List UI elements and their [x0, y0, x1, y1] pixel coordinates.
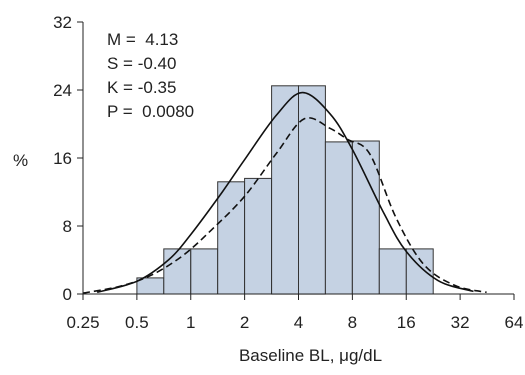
y-tick-label: 32 [53, 13, 72, 32]
y-tick-label: 16 [53, 149, 72, 168]
y-tick-label: 0 [63, 285, 72, 304]
x-tick-label: 0.5 [125, 313, 149, 332]
histogram-bar-8 [351, 140, 380, 295]
normal-density-curve [96, 91, 474, 294]
y-tick-label: 24 [53, 81, 72, 100]
histogram-bar-1 [163, 248, 192, 295]
x-tick-label: 64 [505, 313, 524, 332]
x-tick-label: 4 [294, 313, 303, 332]
histogram-bar-4 [244, 177, 273, 295]
axes-layer [77, 21, 515, 300]
y-axis-title: % [13, 151, 28, 170]
x-axis-title: Baseline BL, μg/dL [239, 346, 382, 365]
x-tick-label: 8 [348, 313, 357, 332]
x-tick-label: 16 [397, 313, 416, 332]
stat-S: S = -0.40 [107, 54, 176, 73]
stat-K: K = -0.35 [107, 78, 176, 97]
x-tick-label: 1 [186, 313, 195, 332]
curves-layer [82, 91, 487, 294]
x-tick-label: 2 [240, 313, 249, 332]
stat-P: P = 0.0080 [107, 102, 194, 121]
x-tick-label: 0.25 [66, 313, 99, 332]
histogram-bar-6 [298, 85, 326, 295]
kernel-density-curve [82, 117, 487, 294]
histogram-bar-9 [378, 248, 407, 295]
histogram-bar-3 [217, 181, 246, 295]
histogram-bar-2 [190, 248, 219, 295]
y-tick-label: 8 [63, 217, 72, 236]
x-tick-label: 32 [451, 313, 470, 332]
histogram-bar-7 [324, 141, 353, 295]
stat-M: M = 4.13 [107, 30, 178, 49]
